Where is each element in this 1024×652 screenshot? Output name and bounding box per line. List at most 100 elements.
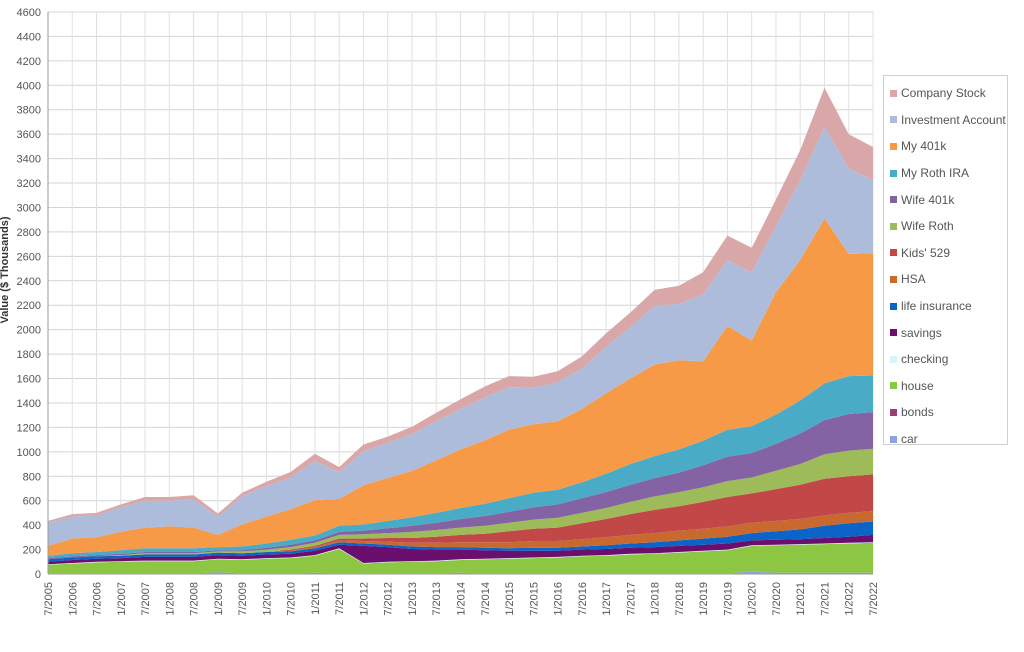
x-tick-label: 1/2017 xyxy=(601,582,613,616)
legend-label: My Roth IRA xyxy=(901,166,970,181)
legend-label: My 401k xyxy=(901,139,947,154)
x-tick-label: 7/2011 xyxy=(334,582,346,615)
y-tick-label: 2000 xyxy=(17,325,41,337)
y-tick-label: 1200 xyxy=(17,422,41,434)
x-tick-label: 1/2021 xyxy=(795,582,807,616)
legend-swatch xyxy=(890,302,897,310)
legend-item: Wife Roth xyxy=(890,213,1007,240)
x-tick-label: 7/2008 xyxy=(189,582,201,616)
x-tick-label: 7/2007 xyxy=(140,582,152,616)
x-tick-label: 7/2019 xyxy=(722,582,734,616)
x-tick-label: 1/2006 xyxy=(67,582,79,616)
y-tick-label: 3800 xyxy=(17,105,41,117)
area-my-401k xyxy=(48,218,873,556)
y-tick-label: 4400 xyxy=(17,31,41,43)
y-tick-label: 1000 xyxy=(17,447,41,459)
legend-label: car xyxy=(901,432,918,447)
legend-item: life insurance xyxy=(890,293,1007,320)
x-tick-label: 1/2013 xyxy=(407,582,419,616)
legend-item: My Roth IRA xyxy=(890,160,1007,187)
legend-item: car xyxy=(890,426,1007,453)
x-tick-label: 7/2015 xyxy=(528,582,540,616)
area-hsa xyxy=(48,511,873,560)
legend-swatch xyxy=(890,116,897,124)
area-checking xyxy=(48,542,873,565)
legend-swatch xyxy=(890,196,897,204)
x-tick-label: 1/2014 xyxy=(456,582,468,616)
x-tick-label: 7/2017 xyxy=(625,582,637,616)
legend-label: checking xyxy=(901,352,949,367)
y-tick-label: 2400 xyxy=(17,276,41,288)
legend-label: bonds xyxy=(901,405,934,420)
y-tick-label: 4600 xyxy=(17,7,41,19)
x-tick-label: 7/2016 xyxy=(577,582,589,616)
x-tick-label: 1/2022 xyxy=(844,582,856,616)
y-tick-label: 3000 xyxy=(17,202,41,214)
legend-swatch xyxy=(890,89,897,97)
x-tick-label: 7/2020 xyxy=(771,582,783,616)
x-tick-label: 1/2020 xyxy=(747,582,759,616)
legend-swatch xyxy=(890,142,897,150)
y-tick-label: 1800 xyxy=(17,349,41,361)
x-tick-label: 7/2005 xyxy=(43,582,55,616)
area-house xyxy=(48,542,873,574)
y-tick-label: 800 xyxy=(23,471,41,483)
legend-swatch xyxy=(890,382,897,390)
legend-item: Kids' 529 xyxy=(890,240,1007,267)
y-tick-label: 400 xyxy=(23,520,41,532)
legend-item: house xyxy=(890,373,1007,400)
legend-item: Investment Account xyxy=(890,107,1007,134)
y-tick-label: 3200 xyxy=(17,178,41,190)
legend-item: My 401k xyxy=(890,133,1007,160)
x-tick-label: 1/2011 xyxy=(310,582,322,615)
legend-swatch xyxy=(890,169,897,177)
legend-label: house xyxy=(901,378,934,393)
legend-item: HSA xyxy=(890,266,1007,293)
x-tick-label: 7/2018 xyxy=(674,582,686,616)
y-tick-label: 0 xyxy=(35,569,41,581)
x-tick-label: 1/2009 xyxy=(213,582,225,616)
x-tick-label: 1/2018 xyxy=(650,582,662,616)
x-tick-labels: 7/2005 1/2006 7/2006 1/2007 7/2007 1/2008 7/20… xyxy=(43,582,880,616)
area-investment-account xyxy=(48,126,873,546)
y-tick-label: 3600 xyxy=(17,129,41,141)
area-savings xyxy=(48,534,873,565)
legend-swatch xyxy=(890,355,897,363)
x-tick-label: 1/2010 xyxy=(261,582,273,616)
y-tick-label: 2800 xyxy=(17,227,41,239)
legend-item: checking xyxy=(890,346,1007,373)
legend-swatch xyxy=(890,222,897,230)
legend-label: Wife Roth xyxy=(901,219,954,234)
x-tick-label: 7/2014 xyxy=(480,582,492,616)
chart-axes xyxy=(47,12,873,575)
y-tick-label: 4000 xyxy=(17,80,41,92)
legend-swatch xyxy=(890,408,897,416)
x-tick-label: 1/2015 xyxy=(504,582,516,616)
legend-label: life insurance xyxy=(901,299,972,314)
x-tick-label: 7/2021 xyxy=(819,582,831,616)
chart-areas xyxy=(48,87,873,574)
legend-label: Wife 401k xyxy=(901,192,955,207)
x-tick-label: 1/2019 xyxy=(698,582,710,616)
legend-swatch xyxy=(890,275,897,283)
legend-item: Company Stock xyxy=(890,80,1007,107)
x-tick-label: 1/2008 xyxy=(164,582,176,616)
area-kids-529 xyxy=(48,474,873,560)
legend-swatch xyxy=(890,249,897,257)
x-tick-label: 7/2009 xyxy=(237,582,249,616)
y-tick-label: 2600 xyxy=(17,251,41,263)
area-life-insurance xyxy=(48,521,873,562)
x-tick-label: 7/2010 xyxy=(286,582,298,616)
x-tick-label: 1/2016 xyxy=(553,582,565,616)
legend-item: savings xyxy=(890,319,1007,346)
y-tick-label: 4200 xyxy=(17,56,41,68)
legend-label: savings xyxy=(901,325,942,340)
chart-legend: Company Stock Investment Account My 401k My… xyxy=(883,75,1008,446)
legend-swatch xyxy=(890,435,897,443)
legend-label: Kids' 529 xyxy=(901,245,950,260)
x-tick-label: 7/2012 xyxy=(383,582,395,616)
y-tick-label: 600 xyxy=(23,496,41,508)
y-tick-label: 1400 xyxy=(17,398,41,410)
y-tick-label: 2200 xyxy=(17,300,41,312)
